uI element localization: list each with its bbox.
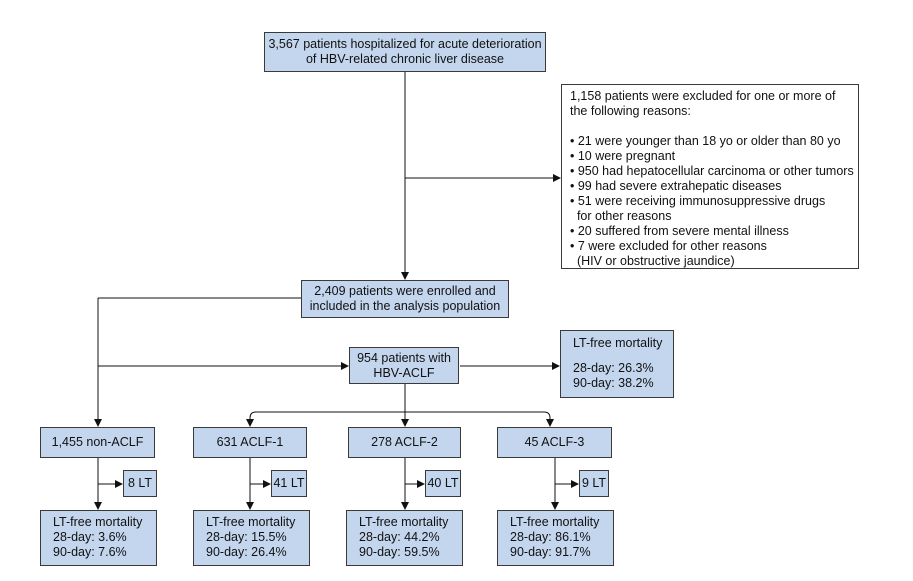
excluded-box: 1,158 patients were excluded for one or … (561, 84, 859, 269)
group-label: 278 ACLF-2 (371, 435, 438, 449)
mortality-title: LT-free mortality (510, 515, 600, 529)
exclusion-reason: • 10 were pregnant (570, 149, 676, 163)
exclusion-reason: for other reasons (570, 209, 672, 223)
excluded-intro-2: the following reasons: (570, 104, 691, 118)
group-box-aclf-1: 631 ACLF-1 (193, 427, 307, 458)
hospitalized-box: 3,567 patients hospitalized for acute de… (264, 32, 546, 72)
group-box-aclf-2: 278 ACLF-2 (348, 427, 461, 458)
lt-count: 40 LT (427, 476, 459, 490)
mortality-title: LT-free mortality (53, 515, 143, 529)
exclusion-reason: • 21 were younger than 18 yo or older th… (570, 134, 841, 148)
mortality-90day: 90-day: 26.4% (206, 545, 287, 559)
aclf-mortality-title: LT-free mortality (573, 336, 663, 350)
aclf-box: 954 patients with HBV-ACLF (349, 347, 459, 384)
excluded-intro-1: 1,158 patients were excluded for one or … (570, 89, 836, 103)
lt-box-non-aclf: 8 LT (123, 470, 157, 497)
group-label: 631 ACLF-1 (216, 435, 284, 449)
lt-count: 41 LT (273, 476, 305, 490)
lt-box-aclf-1: 41 LT (271, 470, 307, 497)
mortality-box-aclf-3: LT-free mortality 28-day: 86.1% 90-day: … (497, 510, 614, 566)
lt-count: 9 LT (581, 476, 607, 490)
enrolled-line-2: included in the analysis population (309, 299, 501, 313)
exclusion-reason: • 7 were excluded for other reasons (570, 239, 767, 253)
hospitalized-line-2: of HBV-related chronic liver disease (305, 52, 504, 66)
group-box-aclf-3: 45 ACLF-3 (497, 427, 612, 458)
exclusion-reason: • 51 were receiving immunosuppressive dr… (570, 194, 826, 208)
aclf-distribution-bar (249, 411, 551, 426)
lt-box-aclf-3: 9 LT (579, 470, 609, 497)
mortality-90day: 90-day: 91.7% (510, 545, 591, 559)
mortality-90day: 90-day: 7.6% (53, 545, 127, 559)
aclf-line-2: HBV-ACLF (373, 365, 435, 380)
exclusion-reason: (HIV or obstructive jaundice) (570, 254, 735, 268)
exclusion-reason: • 20 suffered from severe mental illness (570, 224, 789, 238)
group-label: 1,455 non-ACLF (51, 435, 144, 449)
mortality-box-aclf-2: LT-free mortality 28-day: 44.2% 90-day: … (346, 510, 463, 566)
mortality-title: LT-free mortality (206, 515, 296, 529)
aclf-mortality-90day: 90-day: 38.2% (573, 376, 654, 390)
hospitalized-line-1: 3,567 patients hospitalized for acute de… (268, 37, 542, 51)
mortality-28day: 28-day: 3.6% (53, 530, 127, 544)
exclusion-reasons-list: • 21 were younger than 18 yo or older th… (570, 134, 854, 269)
group-box-non-aclf: 1,455 non-ACLF (40, 427, 155, 458)
exclusion-reason: • 950 had hepatocellular carcinoma or ot… (570, 164, 854, 178)
mortality-title: LT-free mortality (359, 515, 449, 529)
enrolled-box: 2,409 patients were enrolled and include… (301, 280, 509, 318)
mortality-28day: 28-day: 44.2% (359, 530, 440, 544)
group-label: 45 ACLF-3 (524, 435, 585, 449)
mortality-box-non-aclf: LT-free mortality 28-day: 3.6% 90-day: 7… (40, 510, 157, 566)
mortality-90day: 90-day: 59.5% (359, 545, 440, 559)
lt-box-aclf-2: 40 LT (425, 470, 461, 497)
enrolled-line-1: 2,409 patients were enrolled and (314, 284, 496, 298)
mortality-28day: 28-day: 86.1% (510, 530, 591, 544)
mortality-box-aclf-1: LT-free mortality 28-day: 15.5% 90-day: … (193, 510, 310, 566)
exclusion-reason: • 99 had severe extrahepatic diseases (570, 179, 782, 193)
mortality-28day: 28-day: 15.5% (206, 530, 287, 544)
lt-count: 8 LT (127, 476, 153, 490)
aclf-mortality-28day: 28-day: 26.3% (573, 361, 654, 375)
aclf-line-1: 954 patients with (357, 350, 451, 365)
aclf-mortality-box: LT-free mortality 28-day: 26.3% 90-day: … (560, 330, 674, 398)
